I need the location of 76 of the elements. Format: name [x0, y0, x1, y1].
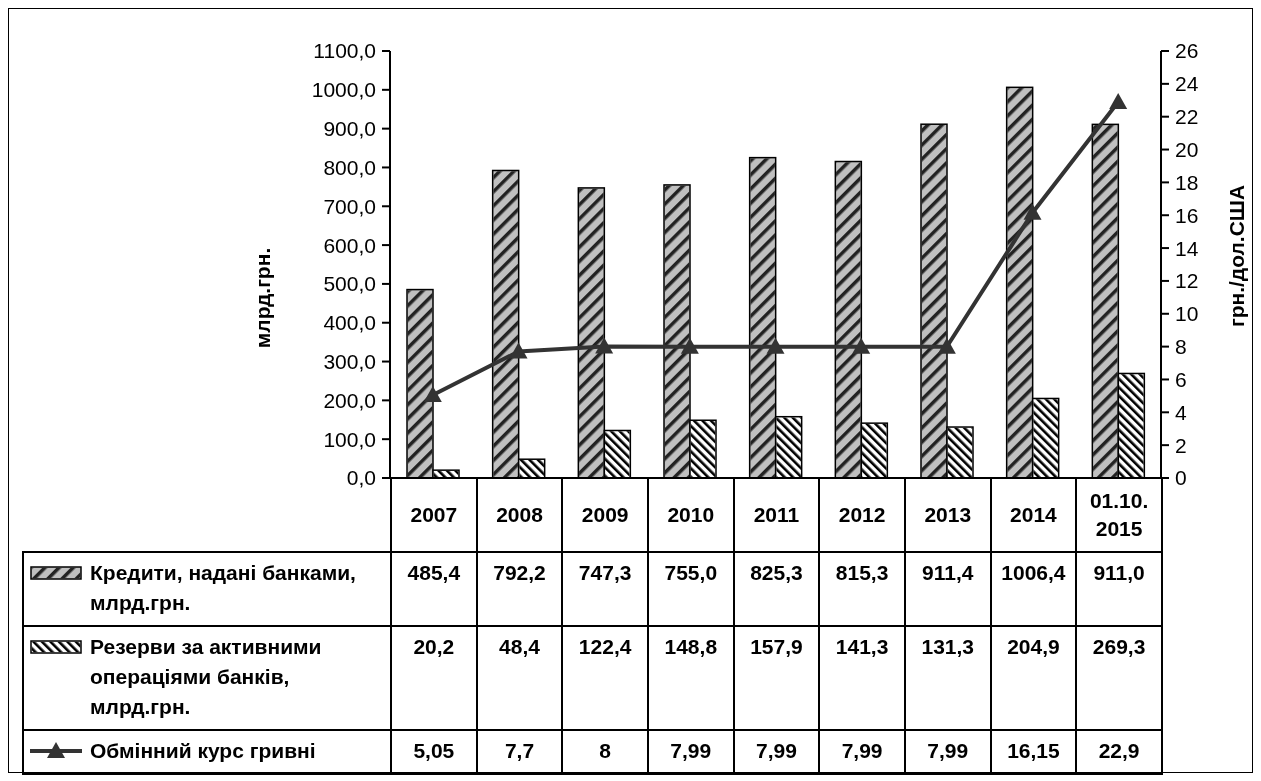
- y2-tick-label: 10: [1175, 302, 1199, 326]
- y2-tick-label: 20: [1175, 137, 1199, 161]
- y2-tick-label: 0: [1175, 466, 1187, 490]
- point: [766, 337, 785, 354]
- y-tick-label: 400,0: [323, 311, 376, 335]
- data-label: 122,4: [578, 635, 632, 658]
- data-label: 141,3: [835, 635, 889, 658]
- y2-tick-label: 14: [1175, 236, 1199, 260]
- y-axis-title: млрд.грн.: [251, 247, 274, 349]
- y-tick-label: 100,0: [323, 427, 376, 451]
- data-label: 755,0: [664, 561, 718, 584]
- data-label: 8: [599, 739, 611, 762]
- x-tick-label: 2012: [838, 503, 886, 526]
- y2-tick-label: 2: [1175, 433, 1187, 457]
- y2-tick-label: 16: [1175, 203, 1199, 227]
- y-tick-label: 300,0: [323, 350, 376, 373]
- data-label: 157,9: [750, 635, 803, 658]
- legend-label: Кредити, надані банками, млрд.грн.: [90, 561, 356, 614]
- point: [852, 337, 871, 354]
- data-label: 204,9: [1007, 635, 1060, 658]
- data-label: 269,3: [1092, 635, 1146, 658]
- point: [680, 337, 699, 354]
- y-tick-label: 700,0: [323, 194, 376, 218]
- point: [937, 337, 956, 354]
- data-label: 485,4: [407, 561, 461, 584]
- data-label: 825,3: [750, 561, 803, 584]
- data-label: 131,3: [921, 635, 975, 658]
- y-tick-label: 600,0: [323, 233, 376, 257]
- y2-tick-label: 6: [1175, 367, 1187, 391]
- data-label: 7,99: [841, 739, 883, 762]
- point: [423, 386, 442, 403]
- y2-axis-title: грн./дол.США: [1225, 184, 1248, 328]
- y2-tick-label: 24: [1175, 72, 1199, 96]
- y2-tick-label: 26: [1175, 39, 1199, 63]
- y-tick-label: 200,0: [323, 388, 376, 412]
- x-tick-label: 2009: [581, 503, 629, 526]
- x-tick-label: 2014: [1010, 503, 1057, 526]
- data-label: 815,3: [835, 561, 889, 584]
- y2-tick-label: 22: [1175, 105, 1199, 129]
- y-tick-label: 1000,0: [311, 78, 376, 102]
- point: [1109, 92, 1128, 109]
- y-tick-label: 800,0: [323, 155, 376, 179]
- data-label: 20,2: [413, 635, 455, 658]
- data-label: 7,99: [927, 739, 969, 762]
- data-label: 16,15: [1007, 739, 1060, 762]
- point: [509, 342, 528, 359]
- legend-label: Обмінний курс гривні: [90, 739, 316, 762]
- data-label: 911,0: [1093, 561, 1145, 584]
- y-tick-label: 500,0: [323, 272, 376, 296]
- data-label: 7,99: [670, 739, 712, 762]
- x-tick-label: 2007: [410, 503, 458, 526]
- x-tick-label: 2010: [667, 503, 715, 526]
- data-label: 5,05: [413, 739, 455, 762]
- y2-tick-label: 8: [1175, 335, 1187, 359]
- y2-tick-label: 12: [1175, 269, 1199, 293]
- data-label: 792,2: [493, 561, 546, 584]
- data-label: 747,3: [578, 561, 632, 584]
- x-tick-label: 2008: [496, 503, 543, 526]
- data-label: 22,9: [1098, 739, 1140, 762]
- data-label: 48,4: [499, 635, 540, 658]
- data-label: 7,99: [756, 739, 797, 762]
- y2-tick-label: 4: [1175, 400, 1187, 424]
- y2-tick-label: 18: [1175, 170, 1199, 194]
- x-tick-label: 01.10. 2015: [1089, 489, 1149, 540]
- x-tick-label: 2011: [753, 503, 800, 526]
- y-tick-label: 0,0: [346, 466, 376, 490]
- data-label: 7,7: [504, 739, 535, 762]
- data-label: 911,4: [922, 561, 974, 584]
- legend-label: Резерви за активними операціями банків, млрд.грн.: [90, 635, 322, 718]
- data-label: 1006,4: [1001, 561, 1066, 584]
- y-tick-label: 900,0: [323, 117, 376, 141]
- point: [595, 337, 614, 354]
- y-tick-label: 1100,0: [313, 39, 376, 63]
- point: [1023, 203, 1042, 220]
- x-tick-label: 2013: [924, 503, 972, 526]
- data-label: 148,8: [664, 635, 718, 658]
